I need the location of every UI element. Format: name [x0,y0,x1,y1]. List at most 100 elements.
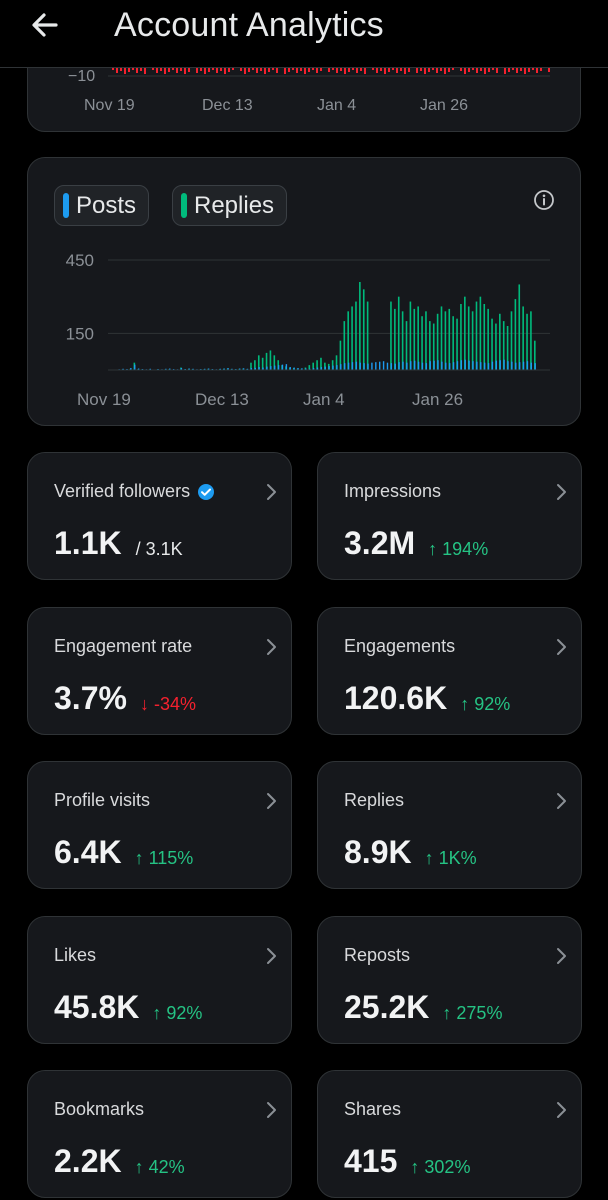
arrow-up-icon: ↑ [134,848,149,868]
difference-bar [132,68,134,70]
replies-bar [254,360,256,370]
posts-bar [421,362,424,370]
posts-bar [503,359,505,370]
difference-bar [348,68,350,72]
replies-bar [448,308,451,370]
difference-bar [408,68,410,72]
difference-bar [488,68,490,72]
replies-bar [421,316,423,370]
difference-bar [116,68,118,73]
legend-posts[interactable]: Posts [54,185,150,226]
difference-bar [312,68,314,70]
arrow-up-icon: ↑ [442,1002,457,1023]
replies-bar [526,313,528,370]
replies-bar [460,304,462,370]
legend-replies[interactable]: Replies [172,185,288,226]
difference-bar [344,68,346,74]
x-tick-label: Dec 13 [202,97,253,114]
difference-bar [144,68,146,74]
replies-bar [417,306,419,370]
difference-bar [376,68,378,73]
info-icon[interactable] [533,189,555,211]
replies-bar [355,301,357,370]
posts-bar [258,367,260,370]
y-tick-label: −10 [68,68,95,85]
posts-bar [371,362,373,370]
difference-bar [168,68,170,72]
replies-bar [359,282,361,370]
difference-bar [472,68,474,70]
stat-card-engagements[interactable]: Engagements 120.6K ↑ 92% [317,606,582,735]
stat-change: ↑ 42% [135,1157,185,1178]
posts-bar [487,363,490,370]
posts-bar [242,368,245,370]
stat-label: Replies [344,790,404,811]
posts-bar [266,366,268,370]
posts-bar [355,361,358,370]
difference-bar [492,68,494,70]
posts-bar [456,361,459,370]
stat-card-impressions[interactable]: Impressions 3.2M ↑ 194% [317,452,582,580]
posts-bar [312,368,315,370]
difference-bar [112,68,114,70]
posts-bar [340,364,342,370]
stat-card-likes[interactable]: Likes 45.8K ↑ 92% [27,915,292,1044]
stat-change-value: 1K% [438,848,477,868]
difference-bar [524,68,526,74]
difference-bar [328,68,330,72]
posts-bar [382,361,385,370]
stat-label-text: Reposts [344,944,411,965]
replies-bar [324,362,326,370]
difference-bar [120,68,122,71]
stat-card-bookmarks[interactable]: Bookmarks 2.2K ↑ 42% [27,1070,292,1198]
stat-change-value: 92% [474,693,511,714]
stat-card-verified-followers[interactable]: Verified followers 1.1K / 3.1K [27,452,292,580]
chevron-right-icon [557,793,566,809]
difference-bar [268,68,270,72]
posts-bar [534,363,536,370]
arrow-up-icon: ↑ [410,1157,425,1177]
difference-chart: −10 Nov 19 Dec 13 Jan 4 Jan 26 [68,68,550,114]
arrow-up-icon: ↑ [134,1157,149,1177]
replies-bar [432,323,435,370]
posts-bar [410,361,412,370]
posts-bar [480,362,482,370]
stat-label: Impressions [344,481,441,502]
stat-card-replies[interactable]: Replies 8.9K ↑ 1K% [317,761,582,889]
posts-bar [390,363,393,370]
posts-bar [250,368,253,370]
arrow-left-icon[interactable] [28,8,62,42]
chevron-right-icon [267,947,276,964]
stat-card-shares[interactable]: Shares 415 ↑ 302% [317,1070,582,1198]
posts-bar [367,363,369,370]
difference-bar [460,68,462,71]
stat-label: Verified followers [54,481,215,502]
arrow-up-icon: ↑ [428,539,443,559]
posts-bar [464,359,466,370]
difference-bar [284,68,286,74]
replies-bar [366,301,369,370]
difference-bar [160,68,162,71]
posts-bar [386,362,389,370]
replies-bar [495,323,497,370]
difference-bar [172,68,174,70]
difference-bar [252,68,254,70]
stat-change-value: 275% [456,1002,503,1023]
difference-bar [260,68,262,71]
replies-bar [510,311,513,370]
stat-card-reposts[interactable]: Reposts 25.2K ↑ 275% [317,915,582,1044]
posts-bar [495,360,498,370]
posts-bar [347,362,350,370]
stat-card-engagement-rate[interactable]: Engagement rate 3.7% ↓ -34% [27,606,292,735]
y-tick-label: 450 [66,251,94,270]
replies-bar [312,362,314,370]
stat-card-profile-visits[interactable]: Profile visits 6.4K ↑ 115% [27,761,292,889]
stat-label: Profile visits [54,790,150,811]
replies-bar [397,296,400,370]
posts-bar [448,363,451,370]
stat-label-text: Replies [344,790,405,810]
difference-bar [424,68,426,74]
posts-bar [433,360,435,370]
replies-bar [499,313,501,370]
replies-bar [320,357,322,370]
